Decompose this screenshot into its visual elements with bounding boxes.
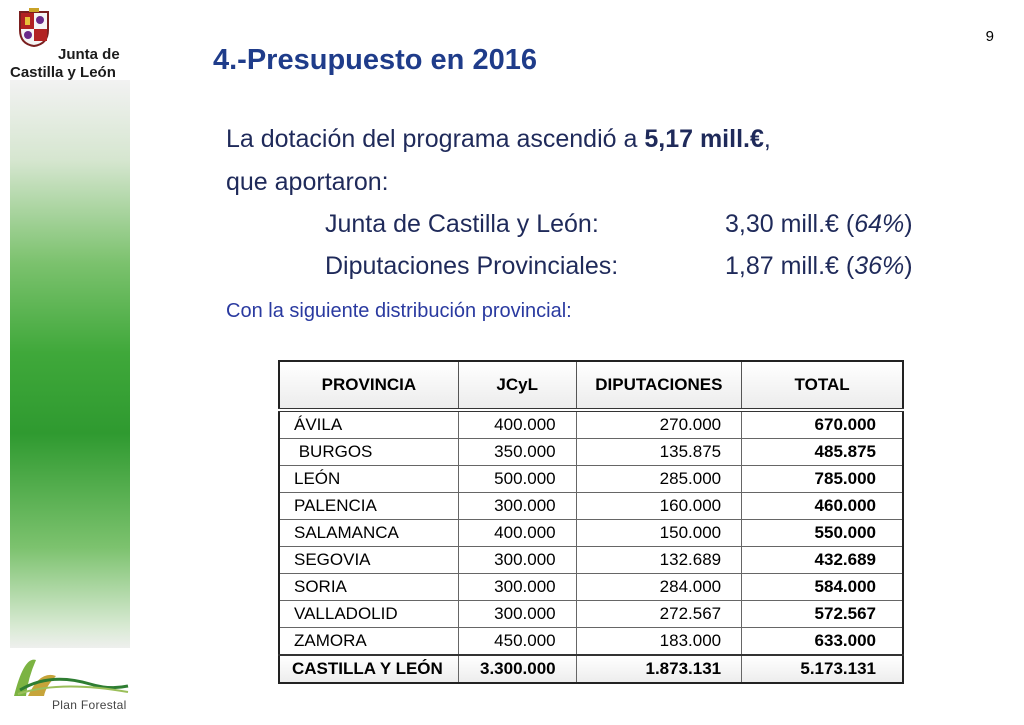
decorative-side-stripe (10, 80, 130, 650)
diputaciones-amount: 284.000 (575, 573, 742, 601)
diputaciones-amount: 132.689 (575, 546, 742, 574)
slide-title: 4.-Presupuesto en 2016 (213, 44, 537, 76)
budget-table: PROVINCIA JCyL DIPUTACIONES TOTAL ÁVILA 4… (278, 360, 904, 684)
diputaciones-amount: 285.000 (575, 465, 742, 493)
total-amount: 670.000 (741, 409, 903, 439)
total-amount: 572.567 (741, 600, 903, 628)
province-name: ÁVILA (279, 409, 459, 439)
table-row: PALENCIA 300.000 160.000 460.000 (279, 492, 903, 520)
summary-suffix: , (763, 125, 771, 153)
total-amount: 460.000 (741, 492, 903, 520)
summary-prefix: La dotación del programa ascendió a (226, 125, 645, 153)
province-name: ZAMORA (279, 627, 459, 655)
table-row: SEGOVIA 300.000 132.689 432.689 (279, 546, 903, 574)
coat-of-arms-icon (19, 8, 49, 48)
jcyl-amount: 500.000 (457, 465, 577, 493)
province-name: CASTILLA Y LEÓN (279, 654, 459, 683)
table-total-row: CASTILLA Y LEÓN 3.300.000 1.873.131 5.173.1… (279, 654, 903, 683)
jcyl-amount: 300.000 (457, 600, 577, 628)
brand-line-2: Castilla y León (10, 64, 116, 81)
table-header-row: PROVINCIA JCyL DIPUTACIONES TOTAL (279, 361, 903, 412)
contributor-percent: 36% (854, 252, 905, 280)
contributor-close: ) (904, 252, 913, 280)
contributor-label-diputaciones: Diputaciones Provinciales: (325, 252, 619, 280)
total-amount: 584.000 (741, 573, 903, 601)
distribution-caption: Con la siguiente distribución provincial… (226, 300, 572, 322)
junta-logo: Junta de Castilla y León (8, 6, 132, 81)
brand-line-1: Junta de (58, 46, 120, 63)
province-name: SORIA (279, 573, 459, 601)
header-total: TOTAL (741, 361, 903, 412)
jcyl-amount: 300.000 (457, 546, 577, 574)
forest-logo-icon (14, 659, 129, 696)
total-amount: 485.875 (741, 438, 903, 466)
jcyl-amount: 3.300.000 (457, 654, 577, 683)
jcyl-amount: 300.000 (457, 573, 577, 601)
diputaciones-amount: 160.000 (575, 492, 742, 520)
table-row: SORIA 300.000 284.000 584.000 (279, 573, 903, 601)
jcyl-amount: 400.000 (457, 519, 577, 547)
diputaciones-amount: 1.873.131 (575, 654, 742, 683)
header-provincia: PROVINCIA (279, 361, 459, 412)
table-row: SALAMANCA 400.000 150.000 550.000 (279, 519, 903, 547)
contributor-value-junta: 3,30 mill.€ (64%) (725, 210, 913, 239)
diputaciones-amount: 272.567 (575, 600, 742, 628)
header-jcyl: JCyL (457, 361, 577, 412)
contributors-intro: que aportaron: (226, 168, 389, 196)
jcyl-amount: 450.000 (457, 627, 577, 655)
total-budget: 5,17 mill.€ (644, 125, 764, 153)
total-amount: 633.000 (741, 627, 903, 655)
jcyl-amount: 400.000 (457, 409, 577, 439)
table-row: BURGOS 350.000 135.875 485.875 (279, 438, 903, 466)
page-number: 9 (985, 28, 994, 45)
contributor-label-junta: Junta de Castilla y León: (325, 210, 599, 238)
province-name: LEÓN (279, 465, 459, 493)
contributor-close: ) (904, 210, 913, 238)
total-amount: 785.000 (741, 465, 903, 493)
table-row: ZAMORA 450.000 183.000 633.000 (279, 627, 903, 655)
contributor-value-diputaciones: 1,87 mill.€ (36%) (725, 252, 913, 281)
plan-forestal-label: Plan Forestal (52, 698, 127, 712)
diputaciones-amount: 270.000 (575, 409, 742, 439)
total-amount: 5.173.131 (741, 654, 903, 683)
contributor-amount: 3,30 mill.€ ( (725, 210, 855, 238)
plan-forestal-logo: Plan Forestal (8, 648, 132, 720)
province-name: BURGOS (279, 438, 459, 466)
total-amount: 432.689 (741, 546, 903, 574)
jcyl-amount: 300.000 (457, 492, 577, 520)
budget-summary-line: La dotación del programa ascendió a 5,17… (226, 125, 771, 154)
table-row: LEÓN 500.000 285.000 785.000 (279, 465, 903, 493)
province-name: PALENCIA (279, 492, 459, 520)
total-amount: 550.000 (741, 519, 903, 547)
diputaciones-amount: 135.875 (575, 438, 742, 466)
table-row: ÁVILA 400.000 270.000 670.000 (279, 409, 903, 439)
jcyl-amount: 350.000 (457, 438, 577, 466)
diputaciones-amount: 150.000 (575, 519, 742, 547)
diputaciones-amount: 183.000 (575, 627, 742, 655)
contributor-percent: 64% (854, 210, 905, 238)
header-diputaciones: DIPUTACIONES (575, 361, 742, 412)
table-row: VALLADOLID 300.000 272.567 572.567 (279, 600, 903, 628)
contributor-amount: 1,87 mill.€ ( (725, 252, 855, 280)
province-name: SEGOVIA (279, 546, 459, 574)
province-name: SALAMANCA (279, 519, 459, 547)
province-name: VALLADOLID (279, 600, 459, 628)
